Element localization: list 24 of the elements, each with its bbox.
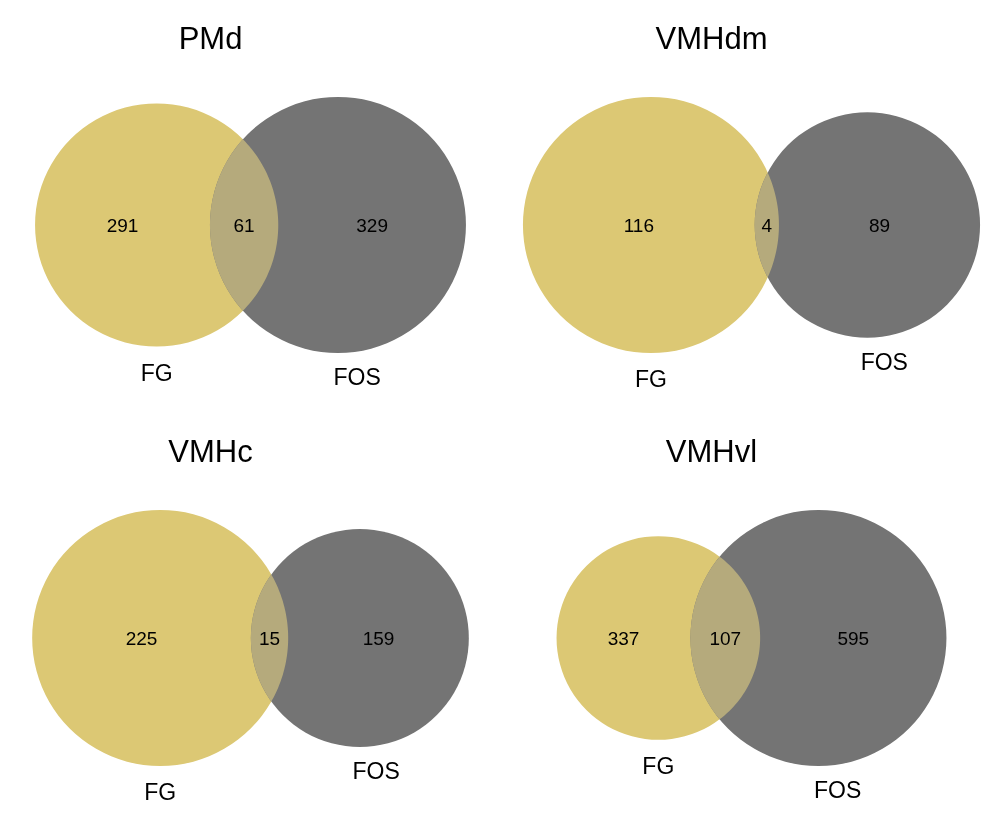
category-label: FOS (352, 757, 400, 784)
data-label: 89 (868, 214, 891, 236)
text: PMd (178, 20, 243, 56)
data-label: 329 (356, 214, 388, 236)
category-label: FG (140, 359, 173, 386)
text: VMHdm (655, 20, 768, 56)
data-label: 337 (607, 627, 640, 649)
category-label: FG (642, 752, 675, 779)
data-label: 595 (837, 627, 870, 649)
data-label: 225 (125, 627, 158, 649)
text: VMHc (168, 433, 253, 469)
data-label: 116 (623, 214, 654, 236)
text: VMHvl (665, 433, 758, 469)
category-label: FG (634, 366, 667, 392)
data-label: 4 (761, 214, 773, 236)
data-label: 291 (106, 214, 139, 236)
data-label: 107 (709, 627, 742, 649)
category-label: FOS (814, 777, 862, 803)
category-label: FOS (860, 348, 908, 375)
category-label: FG (144, 779, 177, 805)
data-label: 61 (233, 214, 255, 236)
data-label: 159 (362, 627, 395, 649)
data-label: 15 (258, 627, 281, 649)
category-label: FOS (333, 364, 381, 390)
